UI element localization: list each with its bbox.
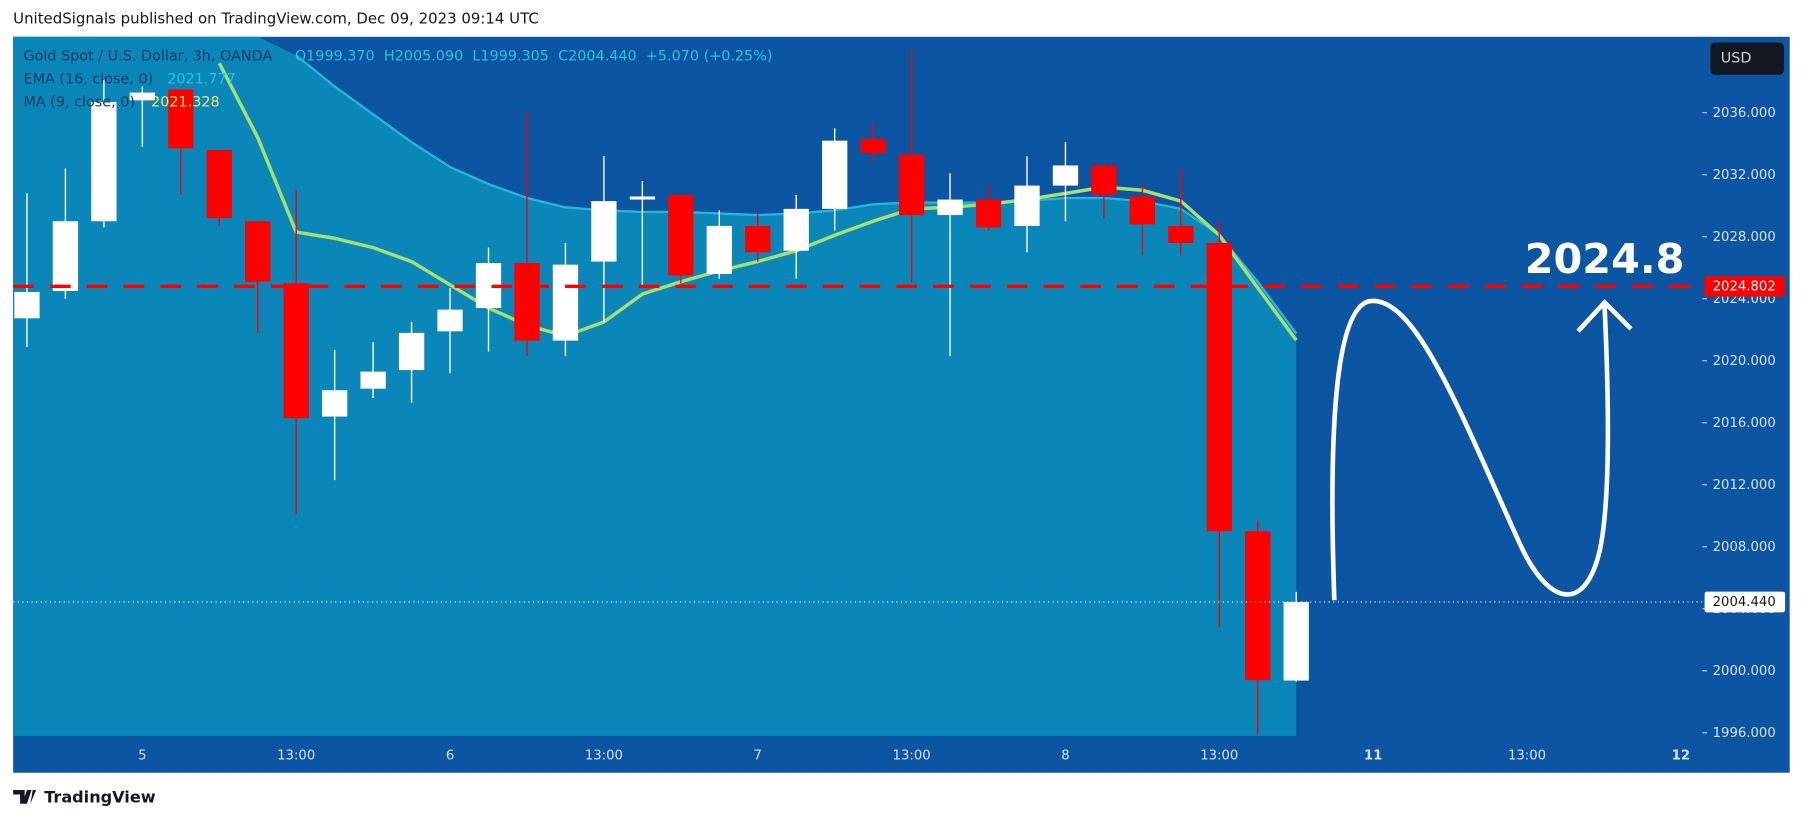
candle-body xyxy=(668,194,694,276)
x-tick-label: 8 xyxy=(1061,748,1069,763)
candle-body xyxy=(937,199,963,216)
legend-ma: MA (9, close, 0) xyxy=(24,94,136,110)
candle-body xyxy=(975,199,1002,228)
annotation-text: 2024.8 xyxy=(1525,235,1685,283)
candle-body xyxy=(168,89,194,149)
y-tick-label: 2032.000 xyxy=(1713,168,1776,183)
y-tick-label: 2016.000 xyxy=(1713,416,1776,431)
legend-title: Gold Spot / U.S. Dollar, 3h, OANDA xyxy=(24,48,273,64)
currency-button-label[interactable]: USD xyxy=(1721,51,1752,67)
indicator-line xyxy=(217,62,1298,342)
candle-body xyxy=(398,332,425,371)
footer-brand: TradingView xyxy=(44,788,156,807)
candle-body xyxy=(360,371,386,389)
candle-body xyxy=(1091,165,1117,195)
candle-body xyxy=(437,309,463,332)
price-tag-label: 2004.440 xyxy=(1713,595,1776,610)
candle-body xyxy=(1168,225,1194,243)
candle-body xyxy=(1014,185,1040,226)
candle-body xyxy=(1129,196,1156,225)
legend-ma-value: 2021.328 xyxy=(151,94,220,110)
legend-ohlc-value: +5.070 (+0.25%) xyxy=(646,48,773,64)
price-tag xyxy=(1704,591,1786,613)
candle-body xyxy=(552,264,579,341)
candle-body xyxy=(783,208,809,251)
legend-ohlc-value: L1999.305 xyxy=(472,48,549,64)
candle-body xyxy=(745,225,771,253)
x-tick-label: 13:00 xyxy=(893,748,931,763)
logo-mark xyxy=(13,789,37,804)
candle-body xyxy=(822,140,848,209)
x-tick-label: 7 xyxy=(754,748,762,763)
candle-body xyxy=(245,221,271,282)
x-tick-label: 12 xyxy=(1672,748,1690,763)
y-tick-label: 2028.000 xyxy=(1713,230,1776,245)
candle-body xyxy=(283,283,309,419)
legend-ohlc-value: C2004.440 xyxy=(558,48,637,64)
candle-body xyxy=(706,225,732,274)
y-tick-label: 2012.000 xyxy=(1713,478,1776,493)
candle-body xyxy=(629,196,656,200)
annotation-arrowhead xyxy=(1576,299,1633,333)
y-tick-label: 2008.000 xyxy=(1713,540,1776,555)
candle-body xyxy=(14,291,40,319)
y-tick-label: 2036.000 xyxy=(1713,106,1776,121)
x-tick-label: 13:00 xyxy=(585,748,623,763)
candle-body xyxy=(591,201,617,262)
candle-body xyxy=(1052,165,1079,186)
candle-body xyxy=(206,149,232,219)
candle-body xyxy=(898,154,925,216)
x-tick-label: 13:00 xyxy=(1508,748,1546,763)
candle-body xyxy=(1283,601,1309,681)
x-tick-label: 6 xyxy=(446,748,454,763)
footer-logo xyxy=(13,789,37,804)
ema-fill xyxy=(13,36,1297,736)
legend-ohlc-value: H2005.090 xyxy=(384,48,463,64)
candle-body xyxy=(860,139,886,154)
x-tick-label: 11 xyxy=(1364,748,1382,763)
legend-ohlc-value: O1999.370 xyxy=(295,48,375,64)
candle-body xyxy=(129,92,155,101)
candle-body xyxy=(514,263,540,341)
x-tick-label: 5 xyxy=(138,748,146,763)
price-tag xyxy=(1704,275,1786,297)
header: UnitedSignals published on TradingView.c… xyxy=(13,10,539,28)
candle-body xyxy=(91,101,117,222)
candle-body xyxy=(322,390,348,417)
candle-body xyxy=(1245,531,1271,681)
x-tick-label: 13:00 xyxy=(277,748,315,763)
y-tick-label: 1996.000 xyxy=(1713,726,1776,741)
legend-ema-value: 2021.777 xyxy=(167,71,236,87)
y-tick-label: 2000.000 xyxy=(1713,664,1776,679)
candle-body xyxy=(52,221,79,292)
price-tag-label: 2024.802 xyxy=(1713,279,1776,294)
annotation-curve xyxy=(1330,298,1611,601)
candle-body xyxy=(1206,242,1232,532)
currency-button[interactable] xyxy=(1710,42,1784,75)
x-tick-label: 13:00 xyxy=(1200,748,1238,763)
legend-ema: EMA (16, close, 0) xyxy=(24,71,154,87)
y-tick-label: 2020.000 xyxy=(1713,354,1776,369)
